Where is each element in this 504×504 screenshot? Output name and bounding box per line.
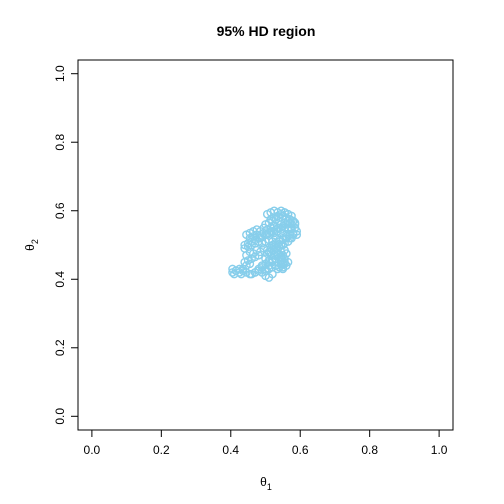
data-point (283, 209, 293, 219)
x-axis: 0.0 0.2 0.4 0.6 0.8 1.0 (84, 429, 448, 457)
chart-title: 95% HD region (217, 23, 316, 39)
data-point (228, 268, 237, 277)
x-tick-label: 0.0 (84, 443, 101, 457)
x-tick-label: 0.8 (361, 443, 378, 457)
y-axis-label-sub: 2 (30, 239, 40, 244)
y-tick-label: 0.4 (53, 271, 67, 288)
x-axis-label-base: θ (260, 475, 267, 489)
x-tick-label: 1.0 (431, 443, 448, 457)
data-point (283, 257, 293, 267)
data-points (228, 206, 302, 282)
x-axis-label-sub: 1 (267, 482, 272, 492)
x-tick-label: 0.4 (222, 443, 239, 457)
y-tick-label: 1.0 (53, 65, 67, 82)
y-axis: 0.0 0.2 0.4 0.6 0.8 1.0 (53, 65, 79, 425)
y-tick-label: 0.6 (53, 202, 67, 219)
x-tick-label: 0.6 (292, 443, 309, 457)
y-axis-label: θ2 (23, 239, 40, 251)
data-point (292, 226, 302, 236)
y-tick-label: 0.0 (53, 408, 67, 425)
x-axis-label: θ1 (260, 475, 272, 492)
data-point (245, 269, 255, 279)
y-tick-label: 0.2 (53, 339, 67, 356)
y-tick-label: 0.8 (53, 134, 67, 151)
x-tick-label: 0.2 (153, 443, 170, 457)
y-axis-label-base: θ (23, 244, 37, 251)
